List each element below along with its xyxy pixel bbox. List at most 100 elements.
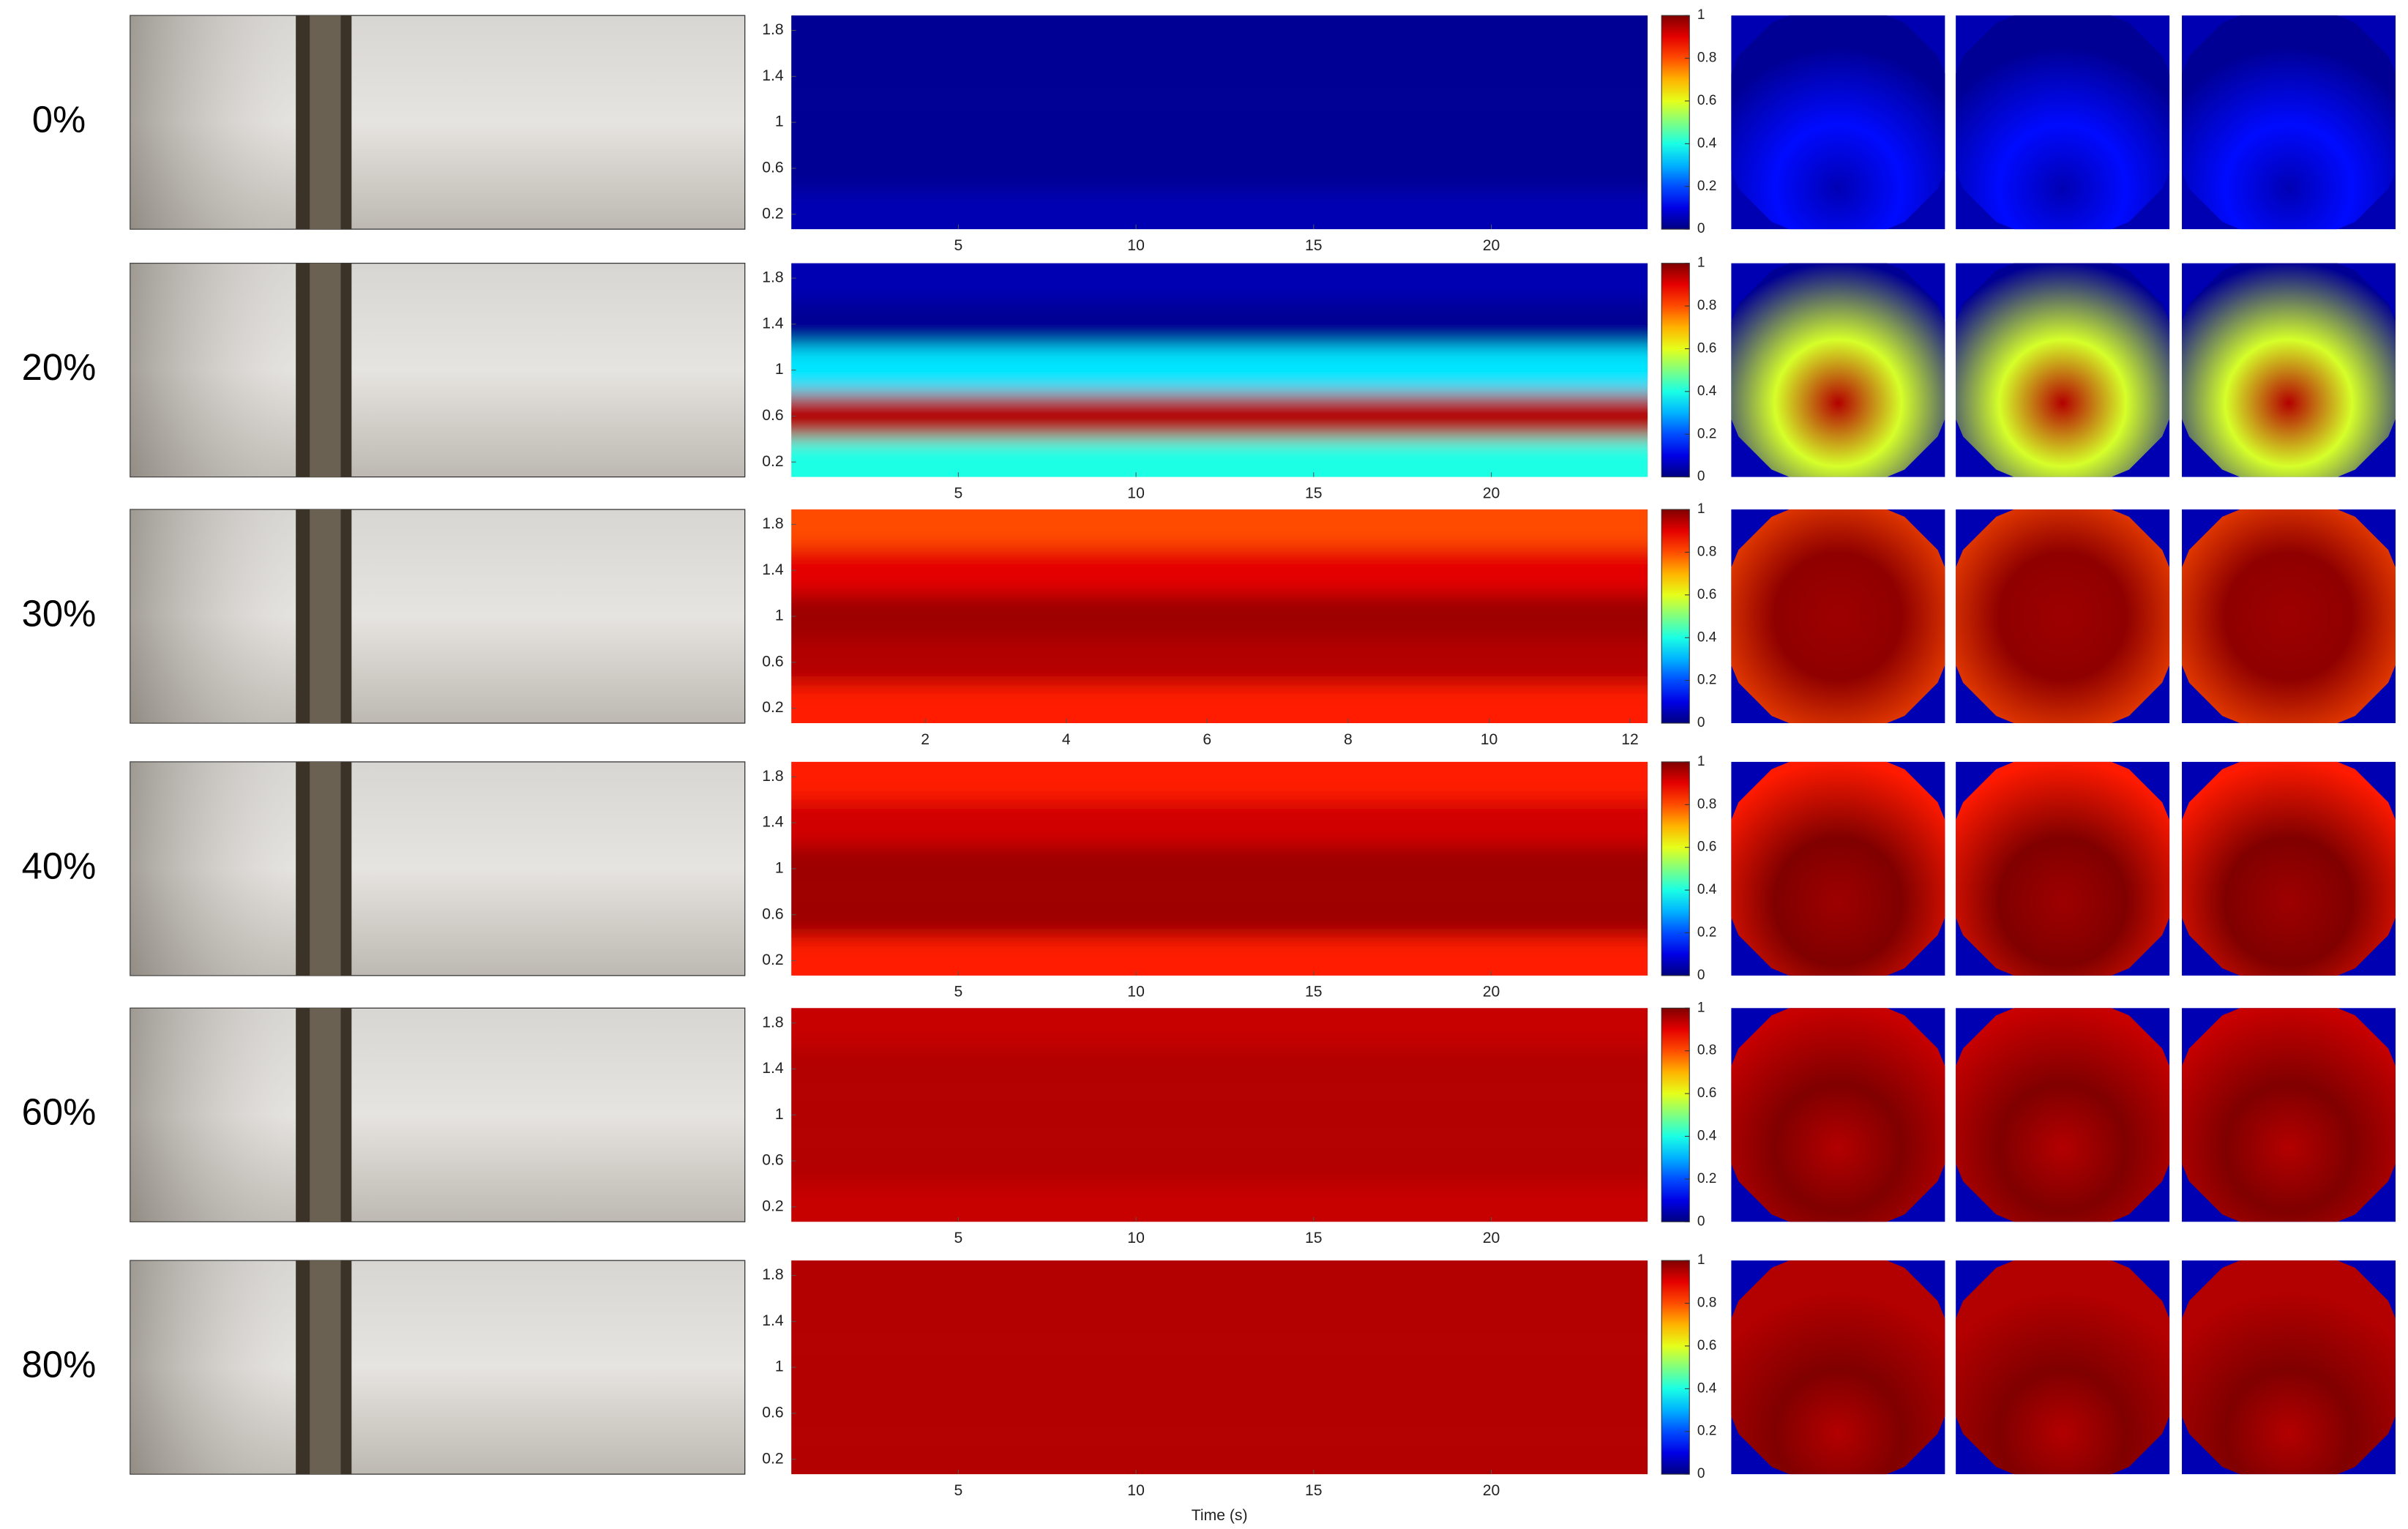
colorbar-tick-label: 0.6 bbox=[1697, 93, 1716, 108]
heatmap bbox=[791, 15, 1648, 230]
colorbar-tick-label: 0.4 bbox=[1697, 1129, 1717, 1144]
heatmap-band bbox=[791, 593, 1648, 640]
colorbar-tick-label: 1 bbox=[1697, 7, 1705, 23]
y-tick-label: 1.8 bbox=[762, 21, 783, 38]
colorbar-tick-label: 0 bbox=[1697, 1466, 1705, 1481]
x-tick-label: 20 bbox=[1483, 984, 1500, 1001]
pipe-shade bbox=[130, 1008, 745, 1222]
x-tick-label: 20 bbox=[1483, 237, 1500, 254]
tomogram bbox=[1731, 263, 1945, 477]
y-tick-label: 0.6 bbox=[762, 1152, 783, 1169]
colorbar-tick-label: 0.2 bbox=[1697, 426, 1716, 441]
y-tick-label: 1.8 bbox=[762, 768, 783, 785]
tomogram bbox=[2182, 509, 2396, 724]
tape-face bbox=[310, 15, 341, 230]
y-tick-label: 1.4 bbox=[762, 315, 784, 332]
x-tick-label: 10 bbox=[1127, 1482, 1145, 1499]
pipe-shade bbox=[130, 761, 745, 976]
x-tick-label: 15 bbox=[1305, 485, 1323, 501]
heatmap-band bbox=[791, 685, 1648, 724]
tomogram bbox=[2182, 1008, 2396, 1222]
x-tick-label: 5 bbox=[954, 1482, 962, 1499]
y-tick-label: 0.2 bbox=[762, 1450, 783, 1467]
heatmap-band bbox=[791, 761, 1648, 800]
y-tick-label: 0.2 bbox=[762, 205, 783, 222]
pipe-shade bbox=[130, 509, 745, 724]
tomogram bbox=[1731, 761, 1945, 976]
x-tick-label: 10 bbox=[1127, 485, 1145, 501]
heatmap-field bbox=[791, 15, 1648, 230]
x-tick-label: 5 bbox=[954, 237, 962, 254]
x-tick-label: 5 bbox=[954, 485, 962, 501]
heatmap-band bbox=[791, 891, 1648, 938]
colorbar-tick-label: 0.2 bbox=[1697, 179, 1716, 194]
heatmap bbox=[791, 509, 1648, 724]
heatmap bbox=[791, 263, 1648, 477]
colorbar bbox=[1661, 1260, 1690, 1475]
x-tick-label: 4 bbox=[1062, 731, 1071, 748]
row-label: 40% bbox=[22, 845, 97, 886]
heatmap-band bbox=[791, 1298, 1648, 1345]
x-tick-label: 15 bbox=[1305, 984, 1323, 1001]
heatmap-band bbox=[791, 1137, 1648, 1184]
heatmap-band bbox=[791, 191, 1648, 230]
tomogram bbox=[1731, 509, 1945, 724]
y-tick-label: 1 bbox=[775, 113, 784, 130]
y-tick-label: 0.6 bbox=[762, 653, 783, 670]
heatmap-band bbox=[791, 1344, 1648, 1391]
colorbar-tick-label: 1 bbox=[1697, 754, 1705, 769]
row-label: 0% bbox=[32, 99, 86, 141]
y-tick-label: 1.8 bbox=[762, 1014, 783, 1031]
colorbar-tick-label: 0.4 bbox=[1697, 882, 1717, 897]
x-tick-label: 5 bbox=[954, 1230, 962, 1246]
tomogram bbox=[1956, 509, 2170, 724]
heatmap-band bbox=[791, 301, 1648, 348]
heatmap-band bbox=[791, 1260, 1648, 1298]
heatmap-band bbox=[791, 1046, 1648, 1092]
tape-face bbox=[310, 761, 341, 976]
colorbar-tick-label: 0.4 bbox=[1697, 135, 1717, 151]
panel-row: 60% 0.2 0.6 1 1.4 1.8 5 10 15 20 0 0.2 0.4 0.6 0.8 1 bbox=[22, 1000, 2396, 1246]
heatmap-band bbox=[791, 263, 1648, 302]
x-tick-label: 10 bbox=[1127, 984, 1145, 1001]
heatmap-field bbox=[791, 1260, 1648, 1475]
heatmap bbox=[791, 1008, 1648, 1222]
x-tick-label: 10 bbox=[1127, 1230, 1145, 1246]
y-tick-label: 1.4 bbox=[762, 1060, 784, 1077]
x-tick-label: 20 bbox=[1483, 1482, 1500, 1499]
heatmap-field bbox=[791, 761, 1648, 976]
colorbar-tick-label: 1 bbox=[1697, 255, 1705, 271]
y-tick-label: 1.4 bbox=[762, 67, 784, 84]
y-tick-label: 0.6 bbox=[762, 1405, 783, 1421]
tomogram bbox=[1956, 263, 2170, 477]
heatmap-band bbox=[791, 1390, 1648, 1437]
colorbar bbox=[1661, 263, 1690, 478]
colorbar bbox=[1661, 1007, 1690, 1222]
x-tick-label: 20 bbox=[1483, 485, 1500, 501]
x-tick-label: 2 bbox=[921, 731, 930, 748]
y-tick-label: 1.8 bbox=[762, 515, 783, 532]
y-tick-label: 1 bbox=[775, 1106, 784, 1123]
y-tick-label: 1.4 bbox=[762, 814, 784, 831]
heatmap-band bbox=[791, 547, 1648, 594]
x-tick-label: 15 bbox=[1305, 237, 1323, 254]
panel-row: 40% 0.2 0.6 1 1.4 1.8 5 10 15 20 0 0.2 0.4 0.6 0.8 1 bbox=[22, 754, 2396, 1001]
x-axis-label: Time (s) bbox=[1192, 1507, 1248, 1524]
tomogram bbox=[1956, 1260, 2170, 1475]
tomogram bbox=[1956, 761, 2170, 976]
x-tick-label: 15 bbox=[1305, 1230, 1323, 1246]
x-tick-label: 8 bbox=[1344, 731, 1353, 748]
colorbar-tick-label: 0.8 bbox=[1697, 1043, 1716, 1058]
colorbar-tick-label: 0 bbox=[1697, 715, 1705, 730]
tomogram bbox=[2182, 15, 2396, 230]
y-tick-label: 1.8 bbox=[762, 1266, 783, 1283]
heatmap-field bbox=[791, 1008, 1648, 1222]
y-tick-label: 0.2 bbox=[762, 453, 783, 470]
colorbar-tick-label: 1 bbox=[1697, 501, 1705, 517]
heatmap-band bbox=[791, 1008, 1648, 1047]
y-tick-label: 0.6 bbox=[762, 905, 783, 922]
colorbar-tick-label: 0.8 bbox=[1697, 1296, 1716, 1311]
colorbar-tick-label: 0.6 bbox=[1697, 1338, 1716, 1353]
heatmap-band bbox=[791, 799, 1648, 846]
